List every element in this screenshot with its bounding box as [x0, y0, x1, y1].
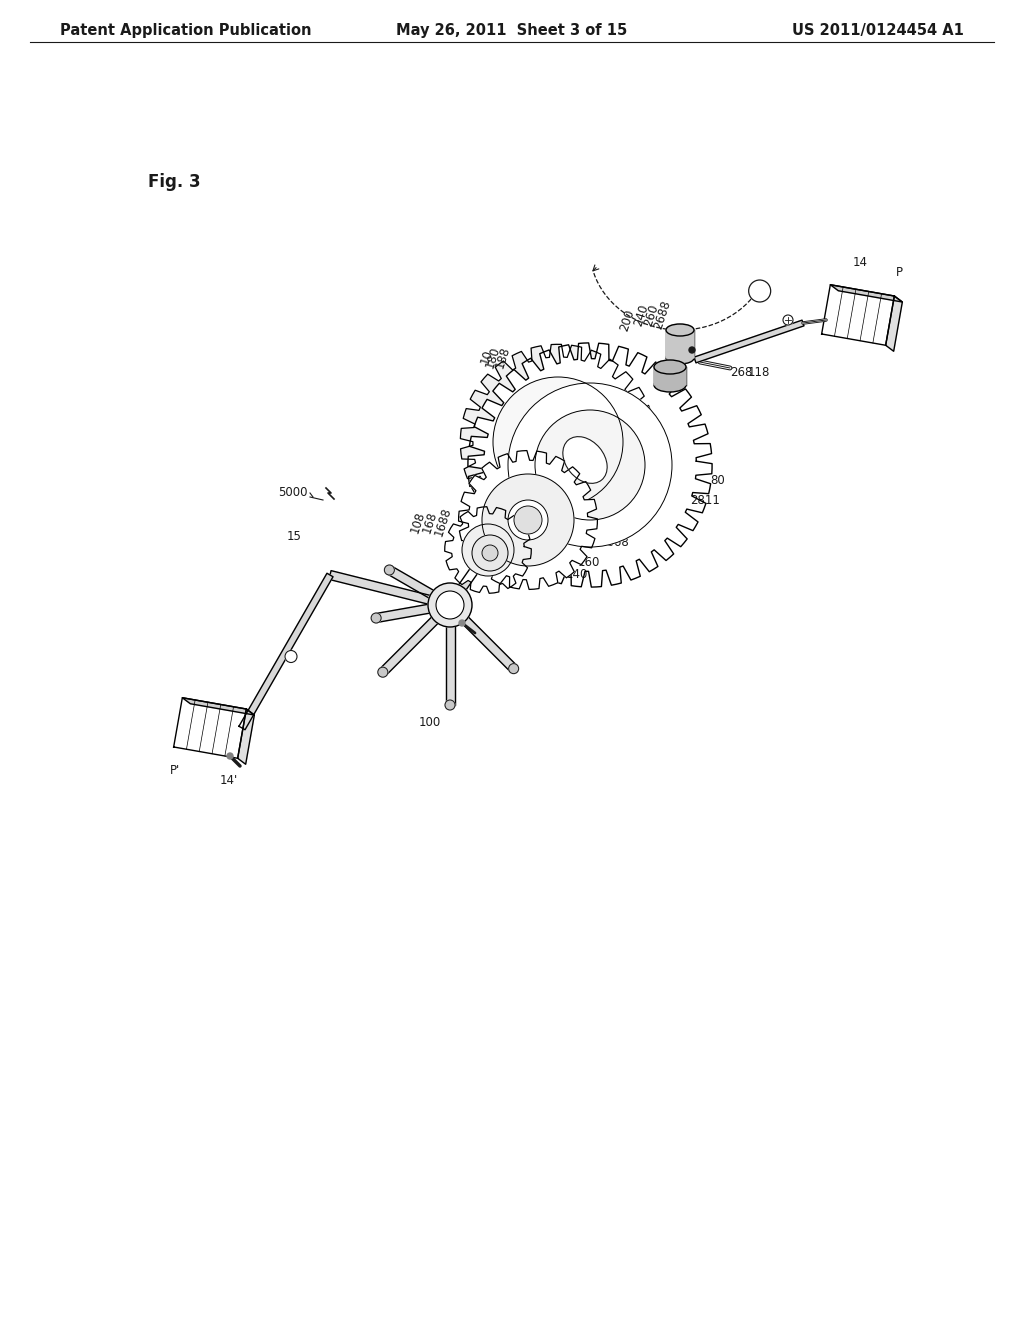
- Text: 180: 180: [483, 345, 502, 370]
- Ellipse shape: [666, 352, 694, 364]
- Text: 15: 15: [287, 531, 302, 544]
- Polygon shape: [694, 321, 804, 363]
- Polygon shape: [446, 512, 517, 607]
- Text: Patent Application Publication: Patent Application Publication: [60, 22, 311, 37]
- Text: 2811: 2811: [690, 494, 720, 507]
- Text: 100: 100: [419, 717, 441, 730]
- Polygon shape: [376, 601, 451, 623]
- Circle shape: [472, 535, 508, 572]
- Circle shape: [459, 620, 465, 626]
- Text: 140: 140: [566, 568, 589, 581]
- Circle shape: [508, 500, 548, 540]
- Text: +: +: [754, 284, 766, 298]
- Polygon shape: [461, 345, 655, 540]
- Polygon shape: [238, 709, 254, 764]
- Text: 240: 240: [632, 302, 651, 327]
- Polygon shape: [329, 570, 452, 610]
- Polygon shape: [387, 566, 453, 609]
- Text: ⊗: ⊗: [444, 598, 456, 611]
- Text: Fig. 3: Fig. 3: [148, 173, 201, 191]
- Text: 168: 168: [420, 510, 439, 535]
- Circle shape: [384, 565, 394, 576]
- Text: P: P: [896, 267, 903, 280]
- Circle shape: [482, 545, 498, 561]
- Polygon shape: [380, 602, 454, 676]
- Circle shape: [689, 347, 695, 352]
- Circle shape: [749, 280, 771, 302]
- Text: 268: 268: [730, 366, 753, 379]
- Circle shape: [285, 651, 297, 663]
- Circle shape: [509, 664, 518, 673]
- Circle shape: [445, 700, 455, 710]
- Text: 186: 186: [600, 524, 623, 536]
- Text: ⊗: ⊗: [287, 652, 295, 661]
- Text: 188: 188: [493, 345, 512, 370]
- Polygon shape: [821, 285, 894, 346]
- Text: 118: 118: [748, 366, 770, 379]
- Text: 14: 14: [853, 256, 868, 269]
- Circle shape: [227, 752, 233, 759]
- Polygon shape: [182, 698, 254, 715]
- Circle shape: [514, 506, 542, 535]
- Text: P': P': [170, 763, 180, 776]
- Text: 14': 14': [220, 774, 239, 787]
- Polygon shape: [444, 507, 531, 593]
- Text: 200: 200: [618, 308, 637, 333]
- Circle shape: [436, 591, 464, 619]
- Circle shape: [378, 667, 388, 677]
- Text: 160: 160: [578, 556, 600, 569]
- Polygon shape: [446, 602, 517, 672]
- Text: 1868: 1868: [600, 536, 630, 549]
- Ellipse shape: [563, 437, 607, 483]
- Text: 260: 260: [642, 302, 662, 327]
- Text: 80: 80: [710, 474, 725, 487]
- Circle shape: [482, 474, 574, 566]
- Polygon shape: [239, 573, 333, 730]
- Text: 10: 10: [478, 348, 495, 366]
- Circle shape: [508, 383, 672, 546]
- Text: 108: 108: [408, 510, 427, 535]
- Ellipse shape: [654, 378, 686, 392]
- Polygon shape: [174, 698, 247, 758]
- Polygon shape: [445, 605, 455, 705]
- Text: US 2011/0124454 A1: US 2011/0124454 A1: [793, 22, 964, 37]
- Circle shape: [371, 612, 381, 623]
- Circle shape: [535, 411, 645, 520]
- Polygon shape: [468, 343, 712, 587]
- Circle shape: [462, 524, 514, 576]
- Circle shape: [783, 315, 793, 325]
- Text: 1688: 1688: [432, 506, 454, 539]
- Circle shape: [478, 540, 498, 560]
- Text: 5000: 5000: [279, 486, 308, 499]
- Circle shape: [493, 378, 623, 507]
- Polygon shape: [830, 285, 902, 302]
- Polygon shape: [886, 296, 902, 351]
- Text: 2688: 2688: [652, 298, 674, 331]
- Polygon shape: [666, 323, 694, 358]
- Circle shape: [428, 583, 472, 627]
- Polygon shape: [654, 360, 686, 385]
- Polygon shape: [459, 450, 597, 590]
- Text: May 26, 2011  Sheet 3 of 15: May 26, 2011 Sheet 3 of 15: [396, 22, 628, 37]
